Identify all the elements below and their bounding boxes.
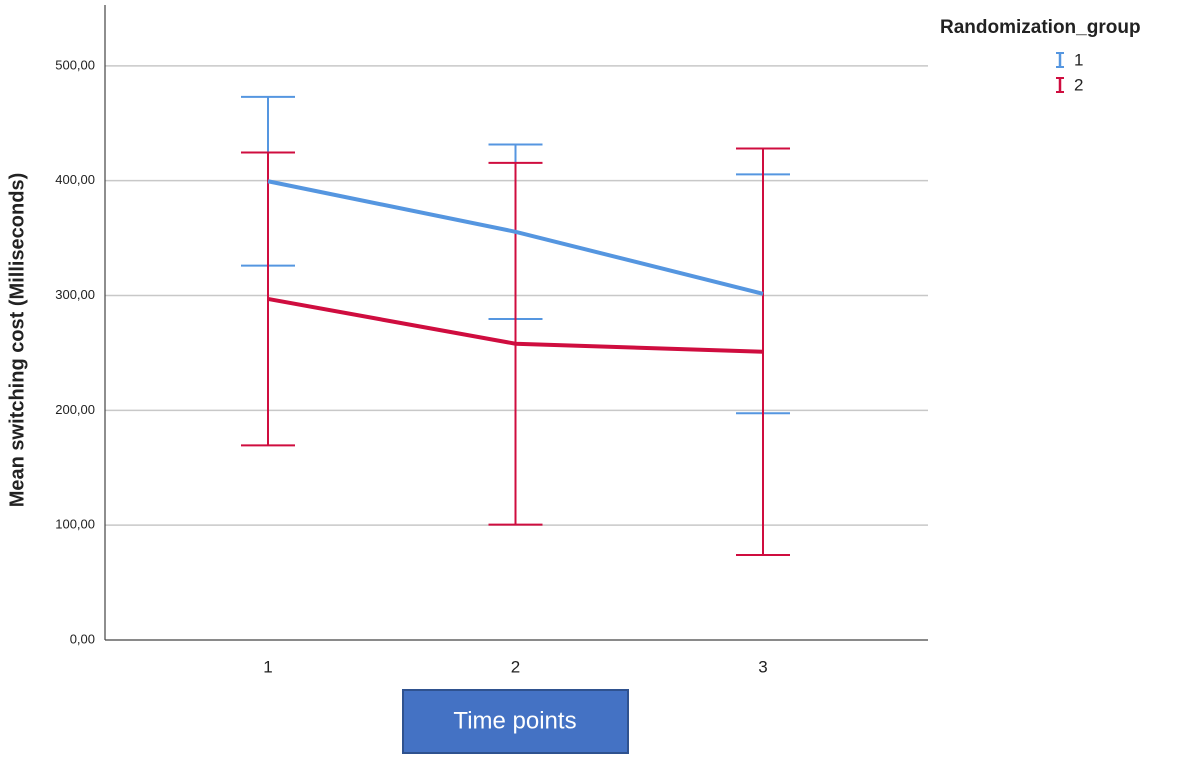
- x-tick-label: 1: [263, 657, 272, 676]
- x-axis-title-box: [402, 689, 629, 754]
- y-tick-label: 300,00: [55, 287, 95, 302]
- y-tick-label: 100,00: [55, 517, 95, 532]
- y-tick-label: 0,00: [70, 631, 95, 646]
- legend-label: 1: [1074, 50, 1083, 69]
- y-tick-label: 500,00: [55, 57, 95, 72]
- legend-title: Randomization_group: [940, 17, 1141, 38]
- y-tick-label: 400,00: [55, 172, 95, 187]
- series-line: [267, 179, 764, 296]
- x-tick-label: 3: [758, 657, 767, 676]
- y-tick-label: 200,00: [55, 402, 95, 417]
- series-line: [267, 296, 764, 354]
- legend-label: 2: [1074, 75, 1083, 94]
- y-axis-title: Mean switching cost (Milliseconds): [6, 173, 28, 508]
- x-tick-label: 2: [511, 657, 520, 676]
- x-axis-title: Time points: [453, 707, 576, 734]
